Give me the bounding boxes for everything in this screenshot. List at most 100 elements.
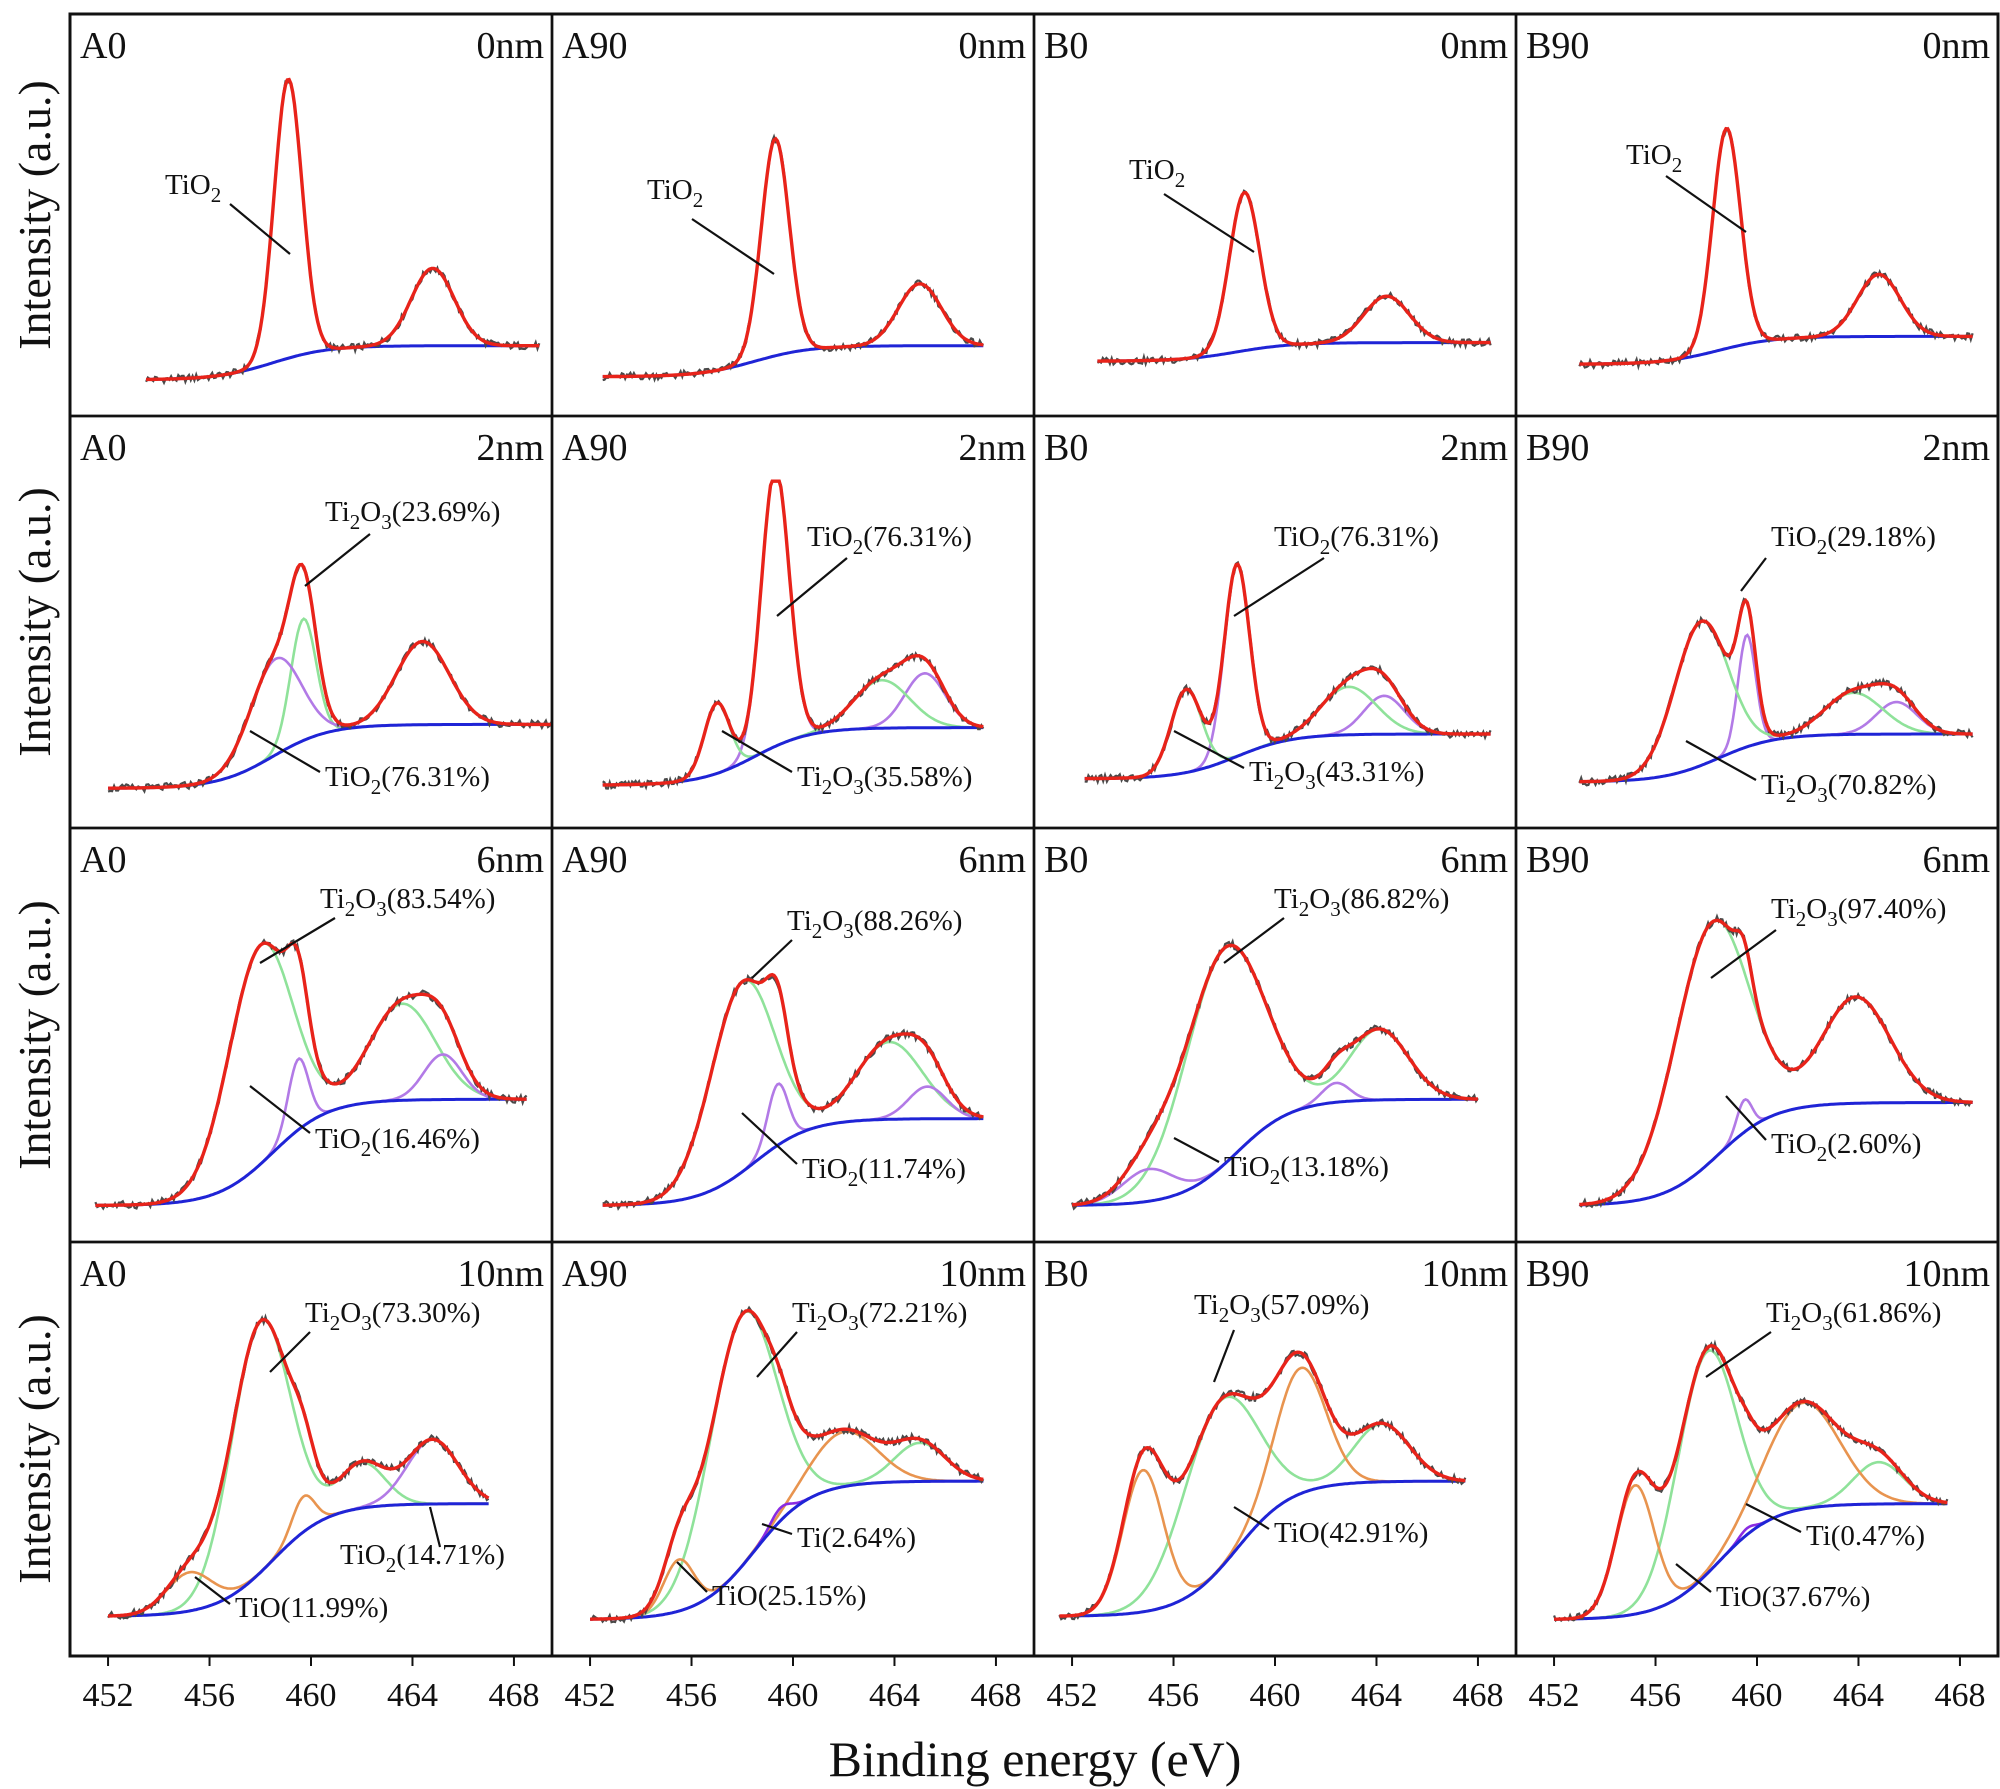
peak-label-ti2o3: Ti2O3(83.54%) xyxy=(320,883,495,921)
x-tick-label: 468 xyxy=(488,1677,539,1714)
panel-sample-label: B0 xyxy=(1044,839,1088,881)
peak-label-ti2o3: Ti2O3(73.30%) xyxy=(305,1297,480,1335)
label-leader-line xyxy=(249,1085,311,1134)
peak-label-ti2o3: Ti2O3(70.82%) xyxy=(1761,769,1936,807)
panel-frame xyxy=(1514,414,2000,830)
peak-label-ti2o3: Ti2O3(35.58%) xyxy=(797,761,972,799)
panel-sample-label: B90 xyxy=(1526,1253,1589,1295)
background-curve xyxy=(1579,1101,1973,1207)
x-tick-label: 464 xyxy=(869,1677,920,1714)
x-tick-label: 456 xyxy=(1148,1677,1199,1714)
component-tio2-curve xyxy=(1084,562,1491,780)
background-curve xyxy=(1084,732,1491,781)
peak-label-tio2: TiO2 xyxy=(165,169,221,207)
background-curve xyxy=(590,1479,984,1621)
peak-label-tio: TiO(37.67%) xyxy=(1716,1581,1870,1613)
panel-b90-2nm: B90 2nm TiO2(29.18%) Ti2O3(70.82%) xyxy=(1514,414,2000,830)
panel-depth-label: 0nm xyxy=(1922,25,1990,67)
peak-label-ti: Ti(0.47%) xyxy=(1806,1520,1925,1552)
panel-depth-label: 0nm xyxy=(1440,25,1508,67)
x-tick-label: 464 xyxy=(1833,1677,1884,1714)
peak-label-tio2: TiO2(76.31%) xyxy=(1274,521,1439,559)
peak-label-ti2o3: Ti2O3(72.21%) xyxy=(792,1297,967,1335)
x-tick-label: 468 xyxy=(970,1677,1021,1714)
background-curve xyxy=(1579,732,1973,784)
envelope-curve xyxy=(602,136,984,379)
panel-b0-2nm: B0 2nm TiO2(76.31%) Ti2O3(43.31%) xyxy=(1032,414,1518,830)
x-tick-label: 452 xyxy=(1047,1677,1098,1714)
component-tio-curve xyxy=(590,1430,984,1621)
panel-sample-label: A0 xyxy=(80,25,126,67)
background-curve xyxy=(1072,1097,1478,1207)
panel-depth-label: 6nm xyxy=(1922,839,1990,881)
panel-b90-6nm: B90 6nm Ti2O3(97.40%) TiO2(2.60%) xyxy=(1514,826,2000,1244)
panel-sample-label: B90 xyxy=(1526,25,1589,67)
panel-sample-label: B90 xyxy=(1526,427,1589,469)
envelope-curve xyxy=(1059,1350,1466,1618)
panel-a0-0nm: A0 0nm TiO2 xyxy=(68,12,554,418)
component-ti2o3-curve xyxy=(590,1310,984,1621)
panel-a90-0nm: A90 0nm TiO2 xyxy=(550,12,1036,418)
label-leader-line xyxy=(1173,1137,1220,1163)
panel-depth-label: 10nm xyxy=(939,1253,1026,1295)
label-leader-line xyxy=(1710,929,1777,979)
envelope-curve xyxy=(95,941,527,1208)
panel-frame xyxy=(68,12,554,418)
peak-label-ti2o3: Ti2O3(88.26%) xyxy=(787,905,962,943)
peak-label-tio2: TiO2(16.46%) xyxy=(315,1123,480,1161)
envelope-curve xyxy=(602,479,984,787)
x-tick-label: 452 xyxy=(83,1677,134,1714)
panel-depth-label: 6nm xyxy=(958,839,1026,881)
envelope-curve xyxy=(146,77,540,382)
component-ti2o3-curve xyxy=(95,942,527,1207)
x-tick-label: 456 xyxy=(666,1677,717,1714)
label-leader-line xyxy=(1233,1506,1270,1530)
x-tick-label: 464 xyxy=(387,1677,438,1714)
envelope-curve xyxy=(108,1317,490,1618)
label-leader-line xyxy=(229,203,291,255)
envelope-curve xyxy=(1579,126,1973,366)
y-axis-title: Intensity (a.u.) xyxy=(9,80,60,350)
peak-label-tio2: TiO2(76.31%) xyxy=(807,521,972,559)
label-leader-line xyxy=(741,1112,798,1165)
panel-frame xyxy=(550,12,1036,418)
panel-frame xyxy=(1514,12,2000,418)
component-ti2o3-curve xyxy=(1579,918,1973,1206)
panel-a90-6nm: A90 6nm Ti2O3(88.26%) TiO2(11.74%) xyxy=(550,826,1036,1244)
peak-label-tio2: TiO2(14.71%) xyxy=(340,1539,505,1577)
background-curve xyxy=(108,1502,489,1618)
label-leader-line xyxy=(1163,193,1255,253)
label-leader-line xyxy=(269,1331,311,1373)
peak-label-tio2: TiO2 xyxy=(1626,139,1682,177)
panel-sample-label: A0 xyxy=(80,839,126,881)
background-curve xyxy=(146,344,540,381)
peak-label-tio: TiO(42.91%) xyxy=(1274,1517,1428,1549)
peak-label-tio2: TiO2 xyxy=(1129,154,1185,192)
panel-b90-0nm: B90 0nm TiO2 xyxy=(1514,12,2000,418)
label-leader-line xyxy=(751,939,793,979)
label-leader-line xyxy=(691,218,775,275)
panel-sample-label: A0 xyxy=(80,1253,126,1295)
raw-data-curve xyxy=(1553,1339,1949,1623)
panel-sample-label: B0 xyxy=(1044,1253,1088,1295)
component-tio-curve xyxy=(1059,1366,1466,1618)
label-leader-line xyxy=(756,1331,798,1378)
label-leader-line xyxy=(304,533,371,587)
label-leader-line xyxy=(761,1522,793,1536)
peak-label-ti2o3: Ti2O3(97.40%) xyxy=(1771,893,1946,931)
panel-depth-label: 10nm xyxy=(457,1253,544,1295)
panel-sample-label: A0 xyxy=(80,427,126,469)
panel-depth-label: 10nm xyxy=(1903,1253,1990,1295)
x-tick-label: 460 xyxy=(1250,1677,1301,1714)
label-leader-line xyxy=(1173,730,1245,769)
raw-data-curve xyxy=(1058,1349,1467,1621)
panel-depth-label: 2nm xyxy=(476,427,544,469)
peak-label-ti2o3: Ti2O3(86.82%) xyxy=(1274,883,1449,921)
component-ti2o3-curve xyxy=(108,1318,489,1618)
panel-sample-label: B0 xyxy=(1044,427,1088,469)
raw-data-curve xyxy=(107,563,554,794)
y-axis-labels: Intensity (a.u.) Intensity (a.u.) Intensit… xyxy=(9,80,60,1584)
peak-label-ti2o3: Ti2O3(43.31%) xyxy=(1249,756,1424,794)
